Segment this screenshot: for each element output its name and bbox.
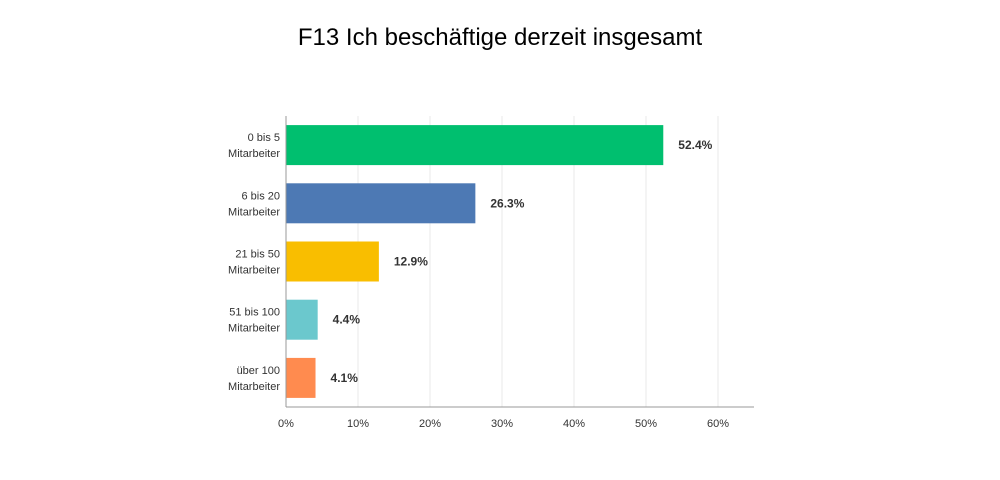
axes	[285, 116, 754, 408]
bar	[286, 241, 379, 282]
bar	[286, 125, 664, 166]
category-label: 21 bis 50 Mitarbeiter	[228, 249, 280, 277]
x-tick-label: 60%	[707, 418, 729, 430]
x-tick-label: 50%	[635, 418, 657, 430]
category-label-line: Mitarbeiter	[228, 323, 280, 335]
chart-title: F13 Ich beschäftige derzeit insgesamt	[297, 24, 703, 51]
category-label: 0 bis 5 Mitarbeiter	[228, 132, 280, 160]
bar	[286, 183, 476, 224]
category-label: über 100 Mitarbeiter	[228, 365, 280, 393]
data-label: 12.9%	[394, 255, 428, 269]
data-label: 4.1%	[331, 371, 359, 385]
x-tick-label: 40%	[563, 418, 585, 430]
x-tick-label: 10%	[347, 418, 369, 430]
category-label-line: Mitarbeiter	[228, 148, 280, 160]
labels: 0% 10% 20% 30% 40% 50% 60% 52.4% 0 bis 5 Mitarbei…	[228, 132, 729, 430]
category-label-line: 21 bis 50	[235, 249, 280, 261]
x-tick-label: 30%	[491, 418, 513, 430]
category-label: 51 bis 100 Mitarbeiter	[228, 307, 280, 335]
bar	[286, 357, 316, 398]
data-label: 26.3%	[490, 196, 524, 210]
category-label-line: Mitarbeiter	[228, 381, 280, 393]
data-label: 4.4%	[333, 313, 361, 327]
category-label: 6 bis 20 Mitarbeiter	[228, 190, 280, 218]
category-label-line: 0 bis 5	[248, 132, 280, 144]
x-tick-label: 0%	[278, 418, 294, 430]
category-label-line: 51 bis 100	[229, 307, 280, 319]
bar	[286, 299, 318, 340]
category-label-line: Mitarbeiter	[228, 265, 280, 277]
category-label-line: Mitarbeiter	[228, 206, 280, 218]
data-label: 52.4%	[678, 138, 712, 152]
x-tick-label: 20%	[419, 418, 441, 430]
bars	[286, 125, 664, 398]
category-label-line: 6 bis 20	[241, 190, 280, 202]
category-label-line: über 100	[237, 365, 280, 377]
